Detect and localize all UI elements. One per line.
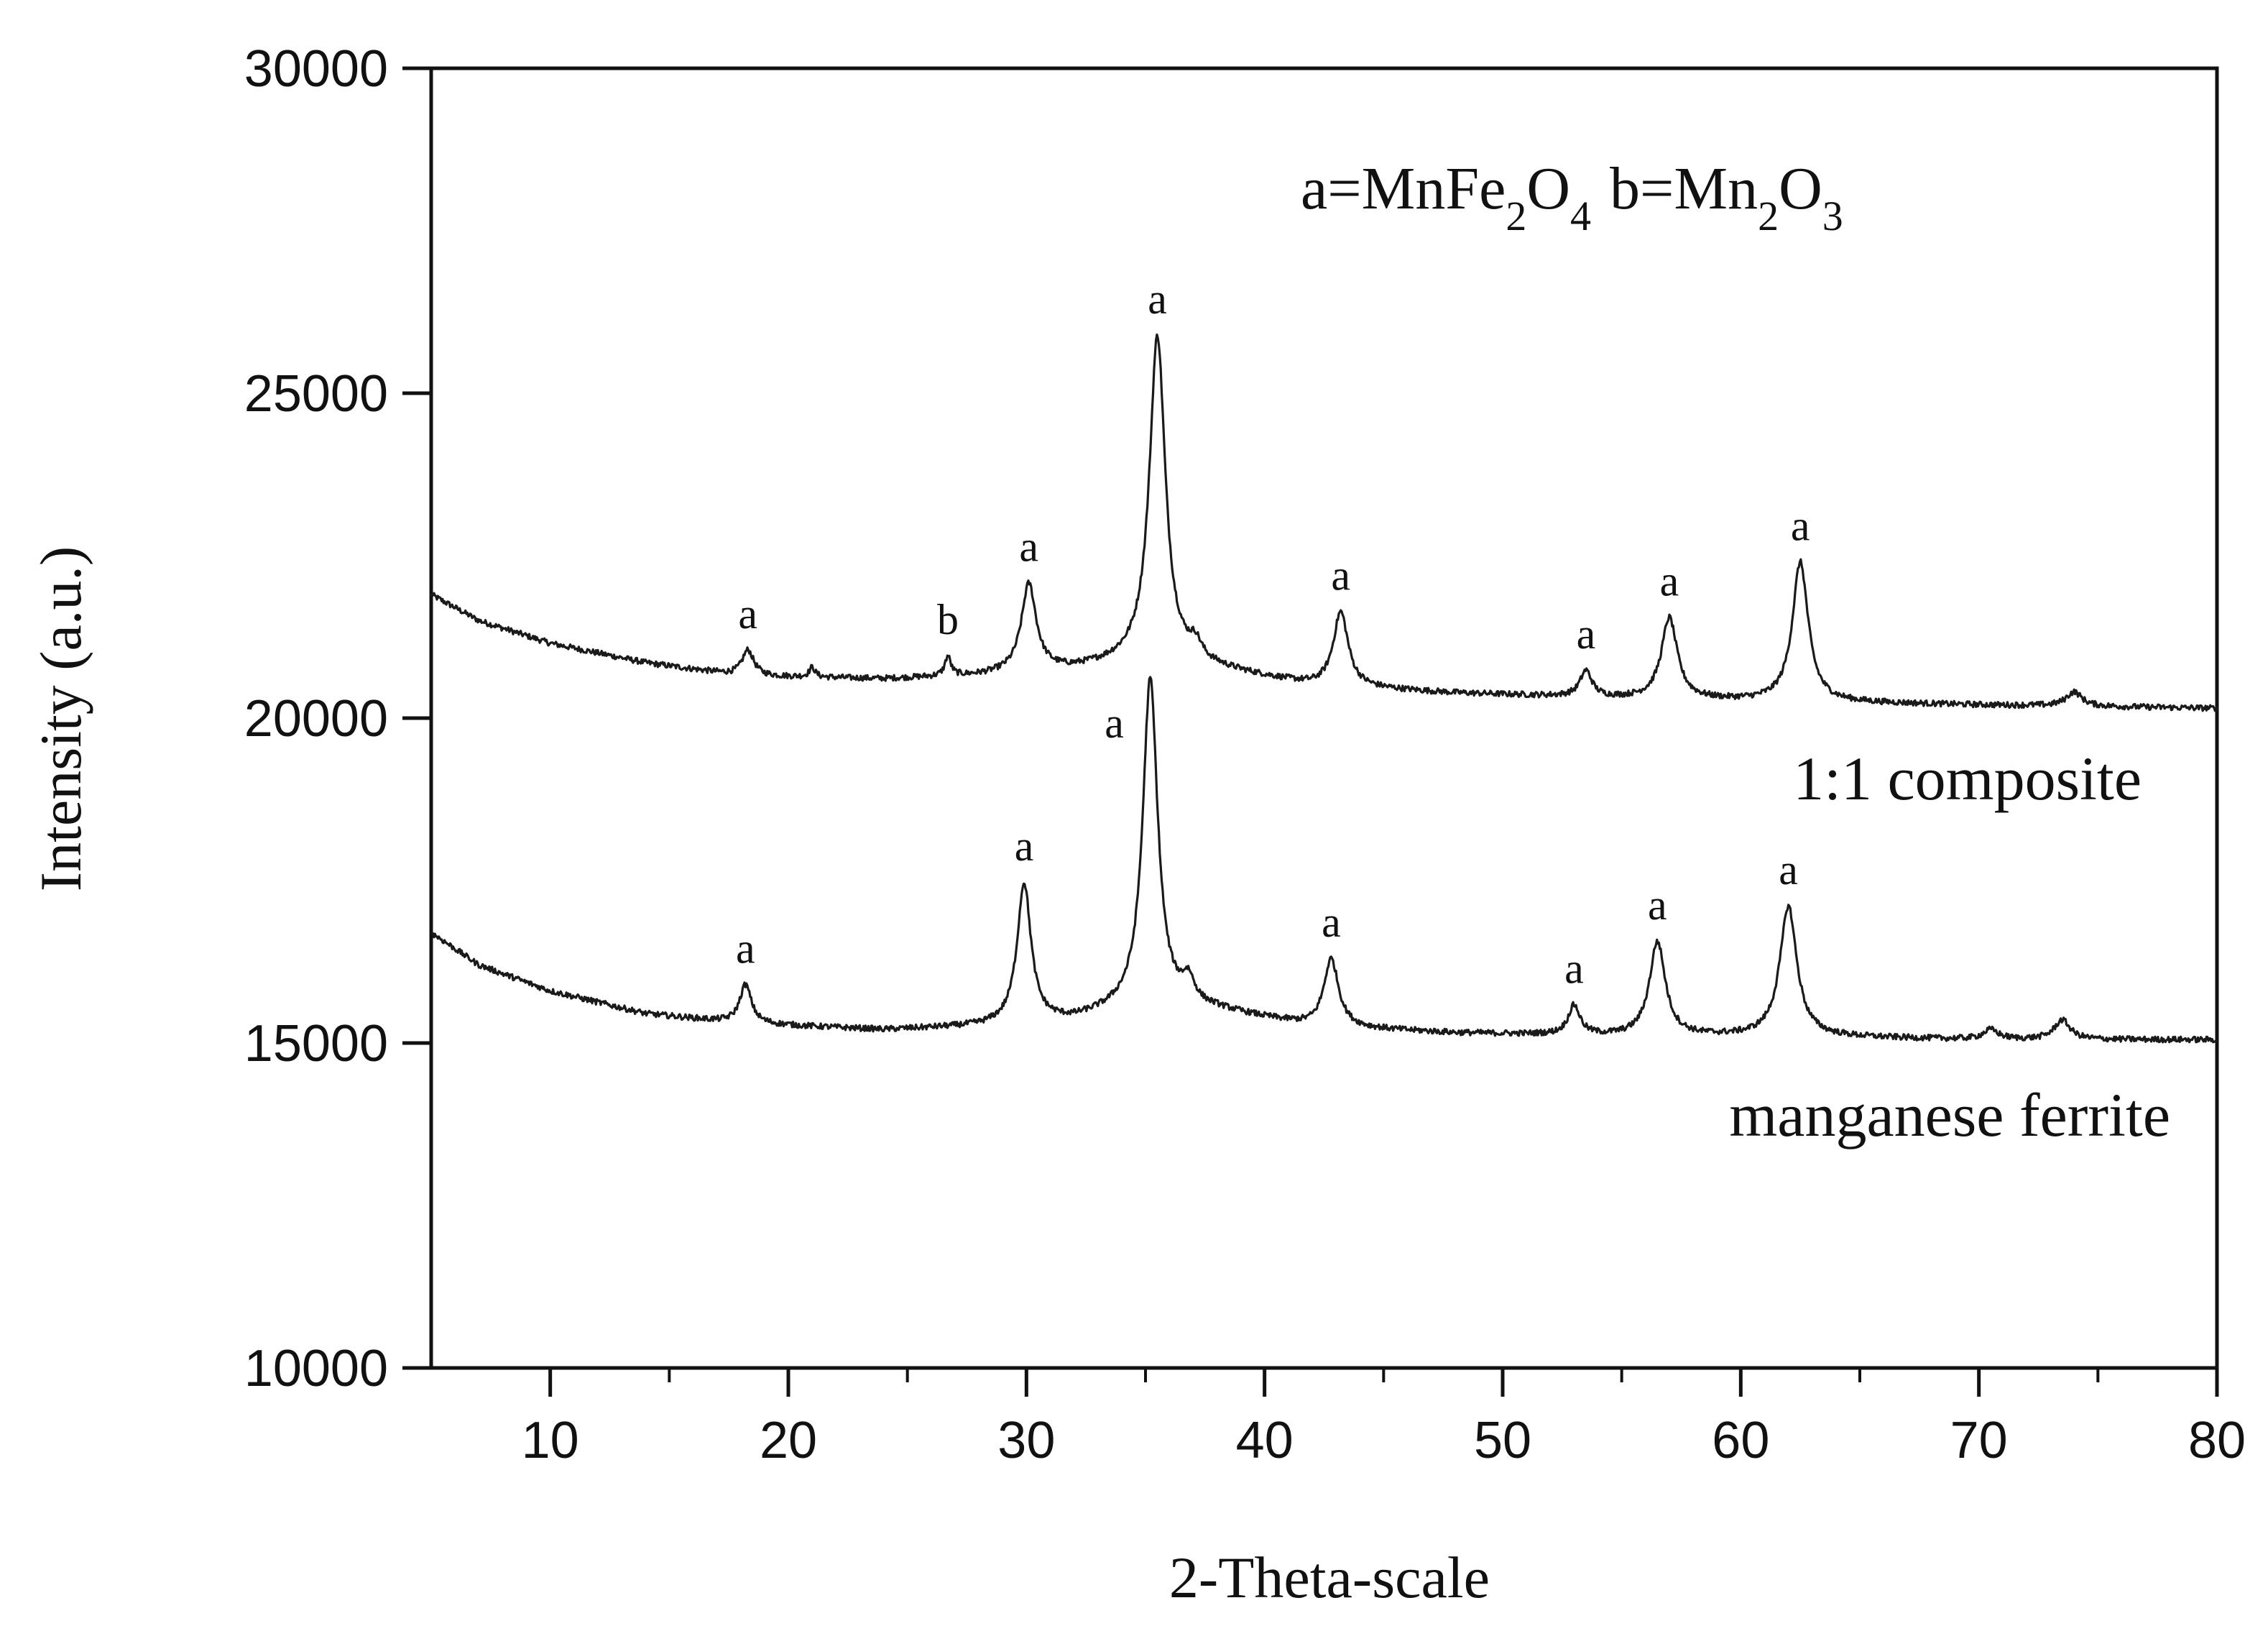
- x-axis-title: 2-Theta-scale: [1169, 1545, 1490, 1610]
- y-tick-label: 25000: [244, 365, 388, 423]
- peak-label: a: [1015, 822, 1034, 870]
- legend-a-sub2: 4: [1570, 193, 1591, 239]
- x-tick-label: 50: [1474, 1412, 1531, 1469]
- y-tick-label: 15000: [244, 1015, 388, 1072]
- peak-label: a: [1331, 551, 1350, 599]
- series-line-2: [430, 676, 2218, 1044]
- x-tick-label: 30: [997, 1412, 1055, 1469]
- y-tick-label: 20000: [244, 690, 388, 748]
- y-tick-label: 30000: [244, 40, 388, 98]
- x-tick-label: 80: [2188, 1412, 2246, 1469]
- x-tick-label: 40: [1236, 1412, 1294, 1469]
- legend-b-mid: O: [1779, 155, 1822, 222]
- peak-label: a: [1660, 558, 1679, 605]
- peak-label: a: [736, 924, 755, 972]
- legend-b-sub2: 3: [1822, 193, 1843, 239]
- peak-labels: a b a a a a a a a a a a a a a: [736, 275, 1810, 992]
- x-tick-label: 60: [1712, 1412, 1769, 1469]
- peak-label: a: [1105, 699, 1124, 747]
- peak-label: a: [1564, 945, 1584, 992]
- y-axis: 10000 15000 20000 25000 30000: [244, 40, 431, 1397]
- legend-a-sub1: 2: [1506, 193, 1526, 239]
- x-axis: 10 20 30 40 50 60 70 80: [522, 1368, 2246, 1469]
- legend-a-mid: O: [1526, 155, 1570, 222]
- peak-label: a: [1019, 523, 1038, 571]
- x-tick-label: 20: [760, 1412, 817, 1469]
- legend-b-part: b=Mn: [1610, 155, 1758, 222]
- plot-frame: [429, 66, 2219, 1370]
- y-tick-label: 10000: [244, 1340, 388, 1397]
- legend-formula: a=MnFe2O4 b=Mn2O3: [1301, 155, 1843, 239]
- peak-label: a: [1791, 502, 1810, 550]
- legend-a-part: a=MnFe: [1301, 155, 1506, 222]
- series-line-1: [430, 333, 2218, 712]
- series-label-ferrite: manganese ferrite: [1729, 1080, 2170, 1149]
- peak-label: a: [1322, 899, 1341, 946]
- x-tick-label: 10: [522, 1412, 579, 1469]
- y-axis-title: Intensity (a.u.): [28, 546, 93, 891]
- peak-label: a: [1648, 881, 1667, 929]
- x-tick-label: 70: [1950, 1412, 2008, 1469]
- series-label-composite: 1:1 composite: [1793, 744, 2142, 813]
- peak-label: a: [1577, 610, 1596, 658]
- legend-b-sub1: 2: [1758, 193, 1779, 239]
- peak-label: a: [1148, 275, 1167, 323]
- peak-label: b: [937, 596, 959, 643]
- peak-label: a: [738, 590, 757, 638]
- series-layer: [430, 333, 2218, 1044]
- peak-label: a: [1779, 846, 1798, 894]
